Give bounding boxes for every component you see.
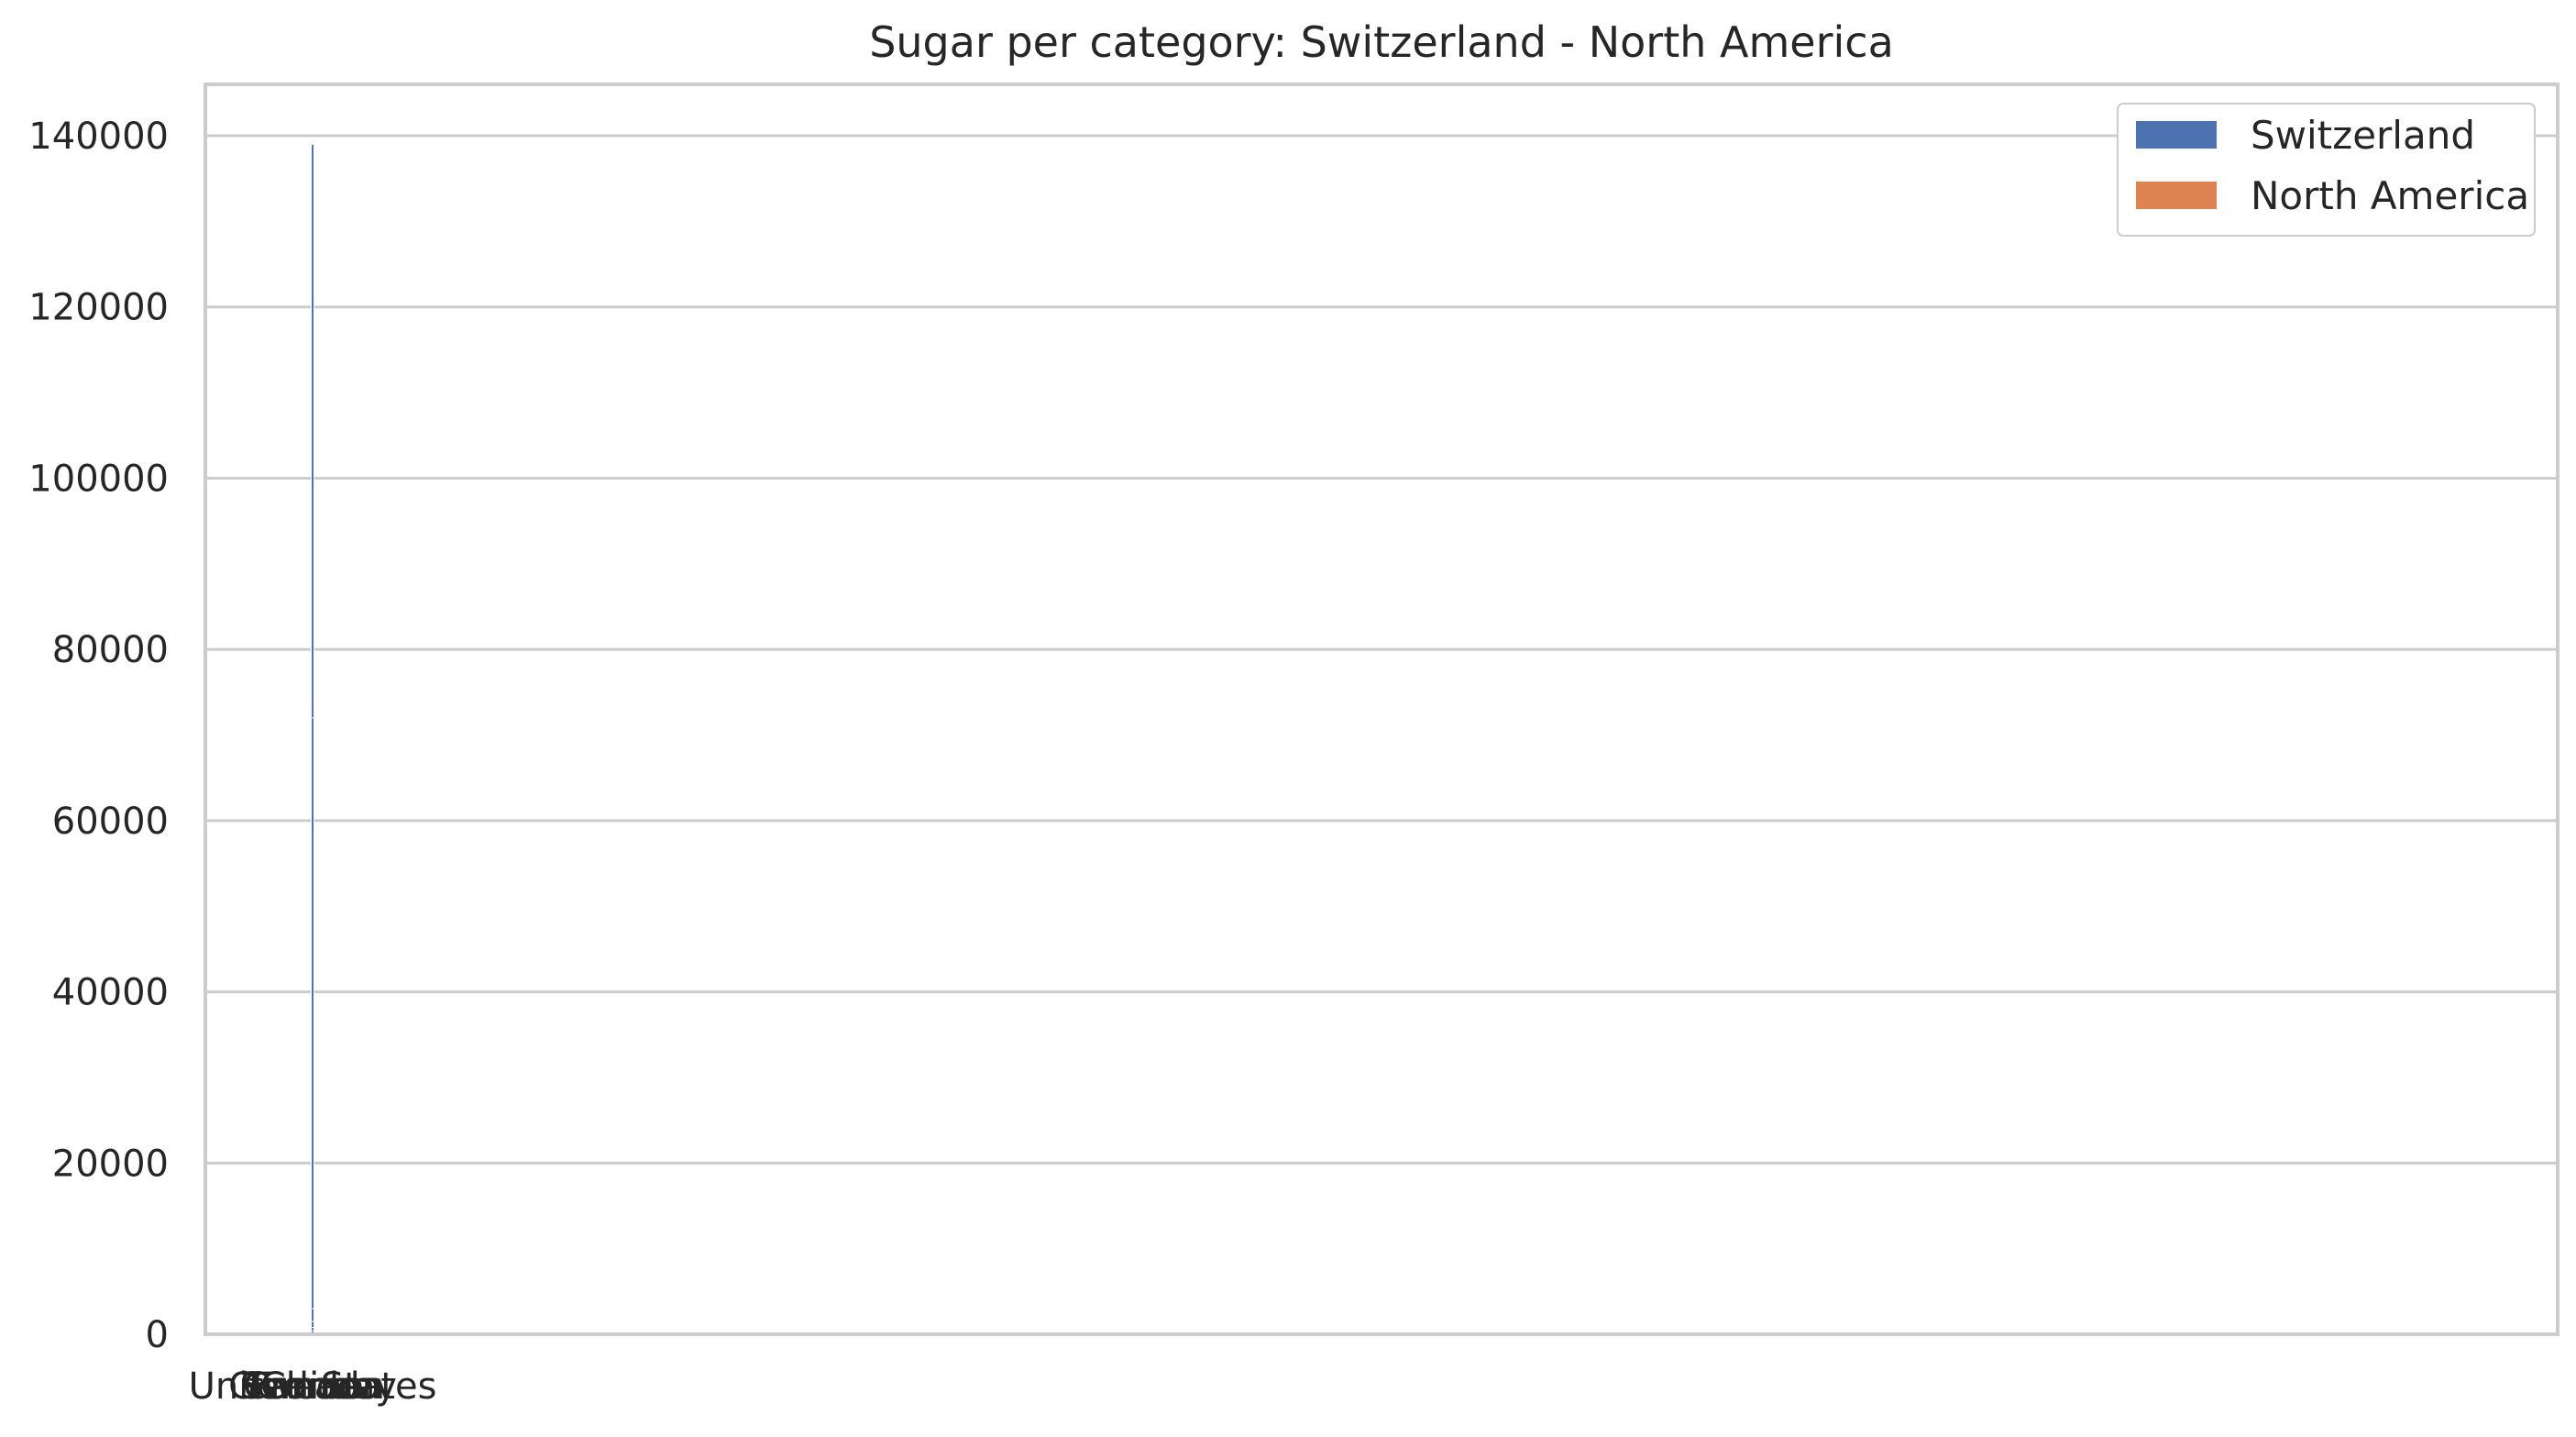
- legend-label-switzerland: Switzerland: [2251, 113, 2475, 158]
- x-tick-label-germany: Germany: [228, 1365, 397, 1408]
- y-tick-label-140000: 140000: [28, 116, 169, 158]
- legend-swatch-north-america: [2136, 182, 2217, 209]
- y-tick-label-100000: 100000: [28, 458, 169, 500]
- bars: [311, 143, 314, 1335]
- chart-title: Sugar per category: Switzerland - North …: [869, 17, 1894, 67]
- y-tick-label-80000: 80000: [52, 629, 169, 671]
- legend-label-north-america: North America: [2251, 173, 2529, 218]
- x-axis-ticks: United StatesGermanyChinaSwedenCanadaFra…: [189, 1365, 437, 1408]
- legend-box: [2117, 103, 2536, 237]
- y-tick-label-20000: 20000: [52, 1143, 169, 1185]
- x-tick-label-france: France: [251, 1365, 373, 1408]
- legend-swatch-switzerland: [2136, 121, 2217, 149]
- y-axis-ticks: 0 20000 40000 60000 80000 100000 120000 140000: [28, 116, 169, 1356]
- y-tick-label-60000: 60000: [52, 801, 169, 843]
- y-tick-label-40000: 40000: [52, 972, 169, 1014]
- x-tick-label-canada: Canada: [243, 1365, 382, 1408]
- y-tick-label-0: 0: [146, 1314, 169, 1356]
- x-tick-label-sweden: Sweden: [240, 1365, 385, 1408]
- plot-frame: [204, 83, 2559, 1336]
- x-tick-label-united-states: United States: [189, 1365, 437, 1408]
- x-tick-label-china: China: [260, 1365, 365, 1408]
- bar-switzerland-germany: [311, 717, 314, 1335]
- legend: Switzerland North America: [2117, 103, 2536, 237]
- y-tick-label-120000: 120000: [28, 287, 169, 329]
